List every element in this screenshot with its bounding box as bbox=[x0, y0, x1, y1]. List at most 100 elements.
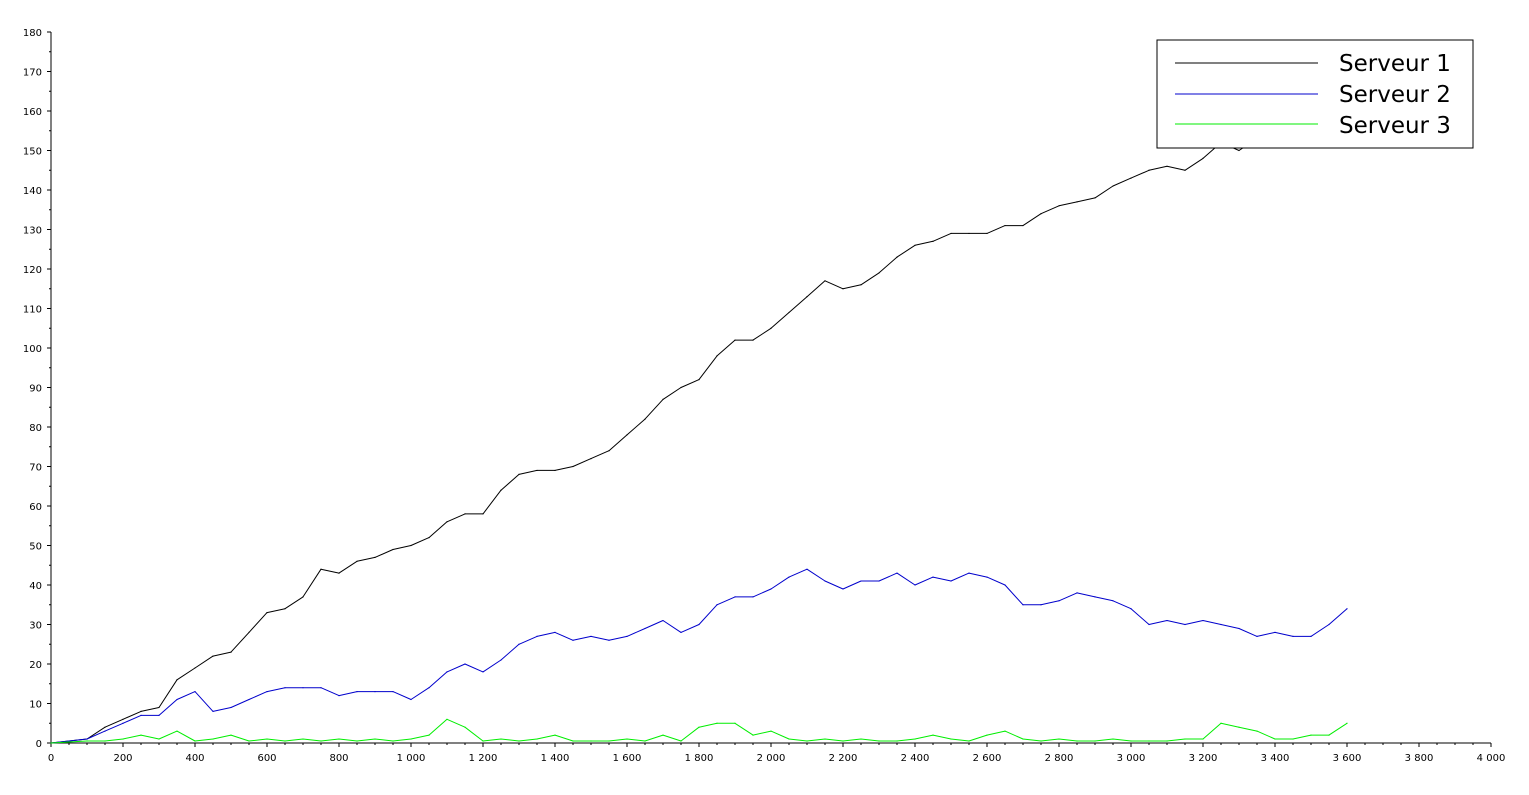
series-lines bbox=[50, 118, 1348, 744]
data-point-serveur-1 bbox=[860, 284, 862, 286]
data-point-serveur-2 bbox=[338, 695, 340, 697]
data-point-serveur-3 bbox=[1346, 722, 1348, 724]
data-point-serveur-3 bbox=[590, 740, 592, 742]
data-point-serveur-1 bbox=[716, 355, 718, 357]
data-point-serveur-1 bbox=[446, 521, 448, 523]
data-point-serveur-3 bbox=[824, 738, 826, 740]
data-point-serveur-3 bbox=[140, 734, 142, 736]
data-point-serveur-3 bbox=[248, 740, 250, 742]
data-point-serveur-2 bbox=[914, 584, 916, 586]
x-tick-label: 600 bbox=[257, 753, 276, 764]
data-point-serveur-3 bbox=[788, 738, 790, 740]
data-point-serveur-1 bbox=[500, 489, 502, 491]
data-point-serveur-2 bbox=[1022, 604, 1024, 606]
data-point-serveur-3 bbox=[50, 742, 52, 744]
x-tick-label: 2 000 bbox=[757, 753, 786, 764]
data-point-serveur-3 bbox=[302, 738, 304, 740]
y-tick-label: 80 bbox=[29, 423, 42, 434]
data-point-serveur-1 bbox=[1004, 224, 1006, 227]
data-point-serveur-3 bbox=[1112, 738, 1114, 740]
data-point-serveur-3 bbox=[1040, 740, 1042, 742]
data-point-serveur-2 bbox=[824, 580, 826, 582]
data-point-serveur-3 bbox=[86, 740, 88, 742]
data-point-serveur-3 bbox=[176, 730, 178, 732]
data-point-serveur-1 bbox=[878, 272, 880, 274]
data-point-serveur-3 bbox=[446, 718, 448, 720]
x-tick-label: 3 800 bbox=[1405, 753, 1434, 764]
data-point-serveur-3 bbox=[1202, 738, 1204, 740]
data-point-serveur-3 bbox=[266, 738, 268, 740]
data-point-serveur-2 bbox=[1202, 619, 1204, 622]
data-point-serveur-2 bbox=[932, 576, 934, 578]
data-point-serveur-1 bbox=[428, 537, 430, 539]
data-point-serveur-1 bbox=[104, 726, 106, 728]
data-point-serveur-2 bbox=[788, 576, 790, 578]
data-point-serveur-1 bbox=[968, 232, 970, 235]
data-point-serveur-2 bbox=[1184, 623, 1186, 626]
data-point-serveur-1 bbox=[410, 544, 412, 547]
y-tick-label: 120 bbox=[23, 265, 42, 276]
y-tick-label: 30 bbox=[29, 621, 42, 632]
data-point-serveur-1 bbox=[698, 379, 700, 381]
series-line-serveur-1 bbox=[50, 118, 1348, 744]
data-point-serveur-3 bbox=[1256, 730, 1258, 732]
data-point-serveur-2 bbox=[1004, 584, 1006, 586]
data-point-serveur-1 bbox=[1166, 165, 1168, 167]
data-point-serveur-2 bbox=[122, 722, 124, 724]
data-point-serveur-3 bbox=[1058, 738, 1060, 740]
y-tick-label: 160 bbox=[23, 107, 42, 118]
data-point-serveur-2 bbox=[986, 576, 988, 578]
series-line-serveur-2 bbox=[50, 568, 1348, 744]
data-point-serveur-1 bbox=[608, 450, 610, 452]
data-point-serveur-3 bbox=[374, 738, 376, 740]
data-point-serveur-2 bbox=[392, 691, 394, 693]
data-point-serveur-3 bbox=[536, 738, 538, 740]
data-point-serveur-3 bbox=[842, 740, 844, 742]
data-point-serveur-3 bbox=[932, 734, 934, 736]
data-point-serveur-3 bbox=[752, 734, 754, 736]
y-tick-label: 150 bbox=[23, 147, 42, 158]
data-point-serveur-3 bbox=[104, 740, 106, 742]
data-point-serveur-2 bbox=[1094, 596, 1096, 598]
data-point-serveur-1 bbox=[1238, 149, 1240, 152]
data-point-serveur-3 bbox=[230, 734, 232, 736]
data-point-serveur-3 bbox=[284, 740, 286, 742]
y-tick-label: 40 bbox=[29, 581, 42, 592]
y-tick-label: 70 bbox=[29, 463, 42, 474]
x-tick-label: 400 bbox=[185, 753, 204, 764]
data-point-serveur-3 bbox=[1004, 730, 1006, 732]
data-point-serveur-1 bbox=[1040, 213, 1042, 215]
y-tick-label: 90 bbox=[29, 384, 42, 395]
data-point-serveur-3 bbox=[1022, 738, 1024, 740]
data-point-serveur-3 bbox=[662, 734, 664, 736]
data-point-serveur-3 bbox=[1274, 738, 1276, 740]
data-point-serveur-2 bbox=[158, 714, 160, 716]
data-point-serveur-1 bbox=[842, 288, 844, 290]
y-tick-label: 130 bbox=[23, 226, 42, 237]
data-point-serveur-3 bbox=[860, 738, 862, 740]
data-point-serveur-3 bbox=[572, 740, 574, 742]
data-point-serveur-3 bbox=[1148, 740, 1150, 742]
data-point-serveur-1 bbox=[140, 710, 142, 713]
data-point-serveur-2 bbox=[1112, 600, 1114, 602]
data-point-serveur-1 bbox=[1112, 185, 1114, 187]
legend: Serveur 1 Serveur 2 Serveur 3 bbox=[1156, 39, 1474, 149]
data-point-serveur-1 bbox=[1202, 157, 1204, 159]
y-tick-label: 110 bbox=[23, 305, 42, 316]
data-point-serveur-3 bbox=[986, 734, 988, 736]
data-point-serveur-2 bbox=[572, 639, 574, 641]
data-point-serveur-2 bbox=[1130, 608, 1132, 610]
y-tick-label: 60 bbox=[29, 502, 42, 513]
data-point-serveur-3 bbox=[716, 722, 718, 724]
data-point-serveur-3 bbox=[1130, 740, 1132, 742]
data-point-serveur-2 bbox=[680, 631, 682, 634]
x-tick-label: 1 400 bbox=[541, 753, 570, 764]
data-point-serveur-3 bbox=[1328, 734, 1330, 736]
y-tick-label: 170 bbox=[23, 68, 42, 79]
data-point-serveur-1 bbox=[212, 655, 214, 657]
data-point-serveur-1 bbox=[158, 706, 160, 709]
data-point-serveur-3 bbox=[338, 738, 340, 740]
data-point-serveur-2 bbox=[302, 687, 304, 689]
data-point-serveur-1 bbox=[662, 398, 664, 400]
x-tick-label: 200 bbox=[113, 753, 132, 764]
